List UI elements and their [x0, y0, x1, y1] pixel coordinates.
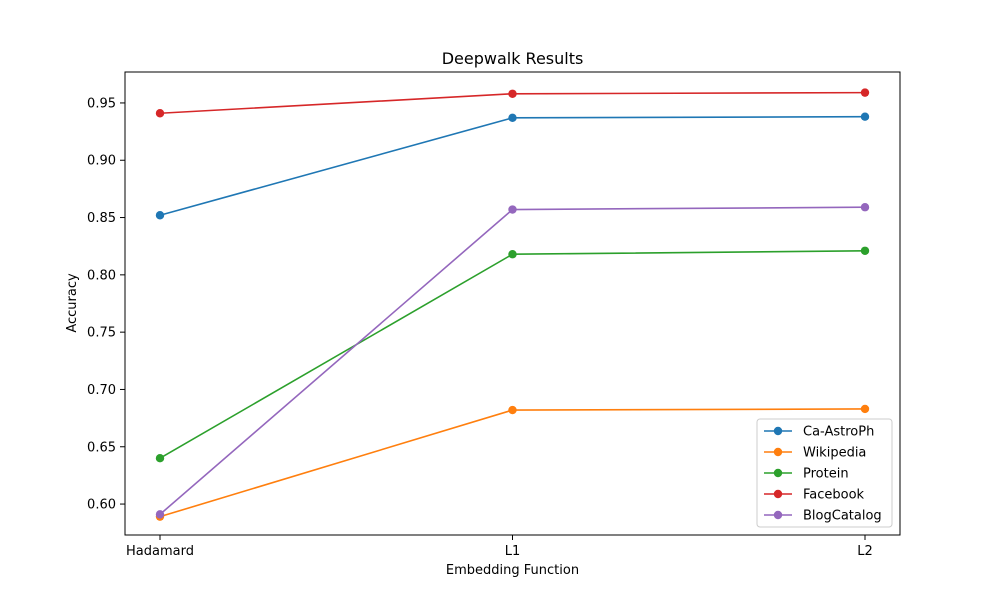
legend-label: Ca-AstroPh [803, 425, 874, 440]
y-tick-label: 0.80 [87, 268, 116, 283]
y-axis-label: Accuracy [65, 273, 80, 333]
y-axis: 0.60 0.65 0.70 0.75 0.80 0.85 0.90 0.95 [87, 96, 125, 513]
data-point [508, 250, 517, 259]
legend-swatch-marker [773, 510, 783, 520]
legend-label: BlogCatalog [803, 509, 882, 524]
x-tick-label: Hadamard [126, 544, 194, 559]
data-point [508, 89, 517, 98]
series-protein [155, 246, 870, 463]
data-point [860, 112, 870, 121]
y-tick-label: 0.70 [87, 383, 116, 398]
data-point [508, 113, 517, 123]
data-point [508, 405, 517, 415]
data-point [155, 211, 165, 220]
legend-item: Ca-AstroPh [764, 425, 874, 440]
data-point [860, 404, 870, 414]
data-point [155, 109, 165, 118]
data-point [155, 510, 165, 519]
legend-item: Facebook [764, 488, 865, 503]
series-ca-astroph [155, 112, 870, 220]
y-tick-label: 0.85 [87, 211, 116, 226]
y-tick-label: 0.65 [87, 440, 116, 455]
legend-swatch-marker [773, 489, 783, 499]
series-line [159, 115, 866, 217]
data-point [508, 205, 517, 214]
legend-label: Protein [803, 467, 849, 482]
plot-area [155, 88, 870, 521]
x-axis: Hadamard L1 L2 [126, 535, 873, 559]
data-point [155, 454, 165, 463]
legend-swatch-marker [773, 426, 783, 436]
x-tick-label: L2 [857, 544, 873, 559]
legend-box [756, 418, 893, 528]
legend-item: Protein [764, 467, 849, 482]
x-axis-label: Embedding Function [446, 563, 579, 578]
data-point [860, 88, 870, 97]
y-tick-label: 0.90 [87, 154, 116, 169]
y-tick-label: 0.75 [87, 326, 116, 341]
series-facebook [155, 88, 870, 118]
legend-label: Wikipedia [803, 446, 866, 461]
legend-item: Wikipedia [764, 446, 866, 461]
data-point [860, 203, 870, 212]
legend: Ca-AstroPh Wikipedia Protein Facebook BlogCa… [756, 418, 893, 528]
legend-label: Facebook [803, 488, 865, 503]
data-point [860, 246, 870, 255]
legend-swatch-marker [773, 468, 783, 478]
chart-title: Deepwalk Results [442, 49, 584, 68]
y-tick-label: 0.60 [87, 498, 116, 513]
legend-item: BlogCatalog [764, 509, 882, 524]
y-tick-label: 0.95 [87, 96, 116, 111]
series-blogcatalog [155, 203, 870, 519]
series-wikipedia [155, 404, 870, 521]
legend-swatch-marker [773, 447, 783, 457]
x-tick-label: L1 [505, 544, 521, 559]
